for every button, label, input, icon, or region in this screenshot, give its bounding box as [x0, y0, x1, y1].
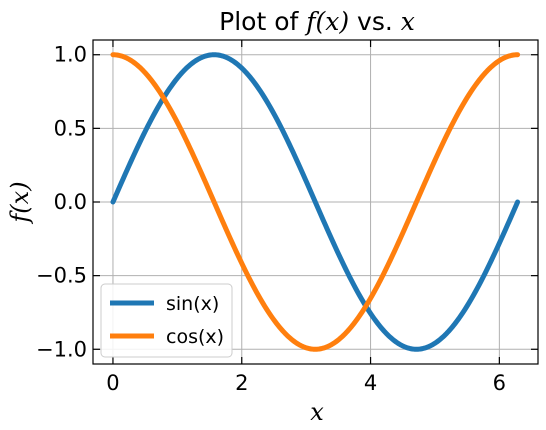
y-tick-label-1: −0.5: [36, 264, 87, 288]
legend-label-sin: sin(x): [166, 293, 219, 315]
legend-label-cos: cos(x): [166, 326, 224, 348]
chart-title-prefix: Plot of: [219, 7, 306, 36]
x-axis-label: x: [310, 398, 324, 426]
y-axis-label: f(x): [6, 181, 34, 224]
x-tick-label-1: 2: [235, 371, 248, 395]
x-tick-label-0: 0: [106, 371, 119, 395]
series-layer: [110, 52, 521, 352]
chart-title: Plot of f(x) vs. x: [219, 7, 415, 36]
chart-title-x: x: [401, 7, 415, 36]
y-tick-label-0: −1.0: [36, 337, 87, 361]
y-tick-label-2: 0.0: [54, 190, 87, 214]
x-tick-label-2: 4: [364, 371, 377, 395]
series-line-cos: [110, 52, 521, 352]
tick-labels: 0 2 4 6 −1.0 −0.5 0.0 0.5 1.0: [36, 43, 506, 395]
chart-title-middle: vs.: [349, 7, 401, 36]
y-tick-label-4: 1.0: [54, 43, 87, 67]
x-tick-label-3: 6: [493, 371, 506, 395]
chart-title-fx: f(x): [304, 7, 349, 36]
legend: sin(x) cos(x): [100, 283, 233, 358]
y-tick-label-3: 0.5: [54, 116, 87, 140]
ticks: [93, 40, 538, 364]
series-line-sin: [110, 52, 521, 352]
